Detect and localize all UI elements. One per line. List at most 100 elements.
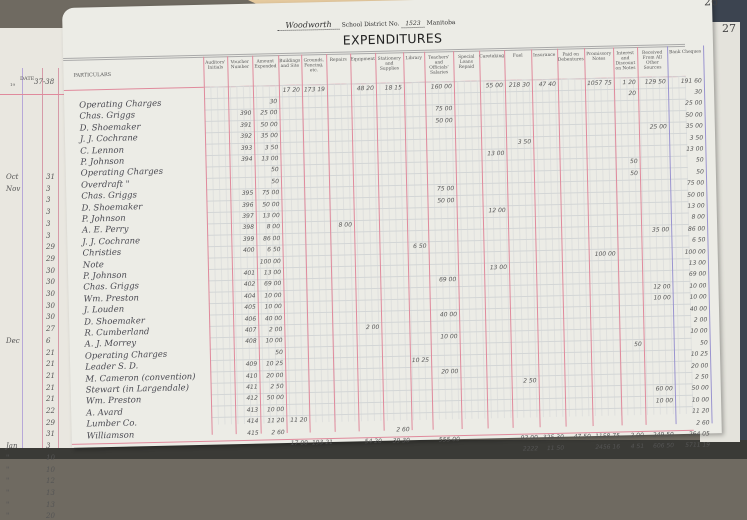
date-month: "	[6, 488, 10, 497]
voucher-cell: 390	[239, 110, 252, 118]
teachers-cell: 10 00	[440, 333, 458, 341]
particulars: Operating Charges	[84, 349, 168, 362]
bank-cell: 50 00	[691, 384, 709, 393]
column-header: Library	[405, 55, 423, 62]
stationery-cell: 39 30	[392, 437, 410, 445]
received-cell: 10 00	[653, 294, 671, 302]
column-header: Received From All Other Sources	[641, 50, 663, 71]
date-day: 21	[46, 360, 55, 369]
bank-cell: 2 60	[696, 419, 710, 427]
bank-cell: 40 00	[689, 305, 708, 313]
date-day: 10	[46, 465, 55, 474]
date-month: Dec	[6, 336, 20, 345]
date-day: 30	[46, 313, 55, 322]
interest-cell: 2 00	[630, 431, 644, 440]
amount-cell: 50	[271, 166, 279, 174]
column-header: Paid on Debentures	[557, 52, 584, 63]
bank-cell: 10 00	[689, 293, 707, 302]
received-cell: 60 00	[655, 385, 673, 394]
date-day: 12	[46, 477, 55, 486]
teachers-cell: 75 00	[436, 185, 455, 193]
bank-cell: 100 00	[684, 248, 706, 256]
voucher-cell: 401	[243, 269, 256, 277]
column-header: Special Loans Repaid	[458, 54, 475, 71]
voucher-cell: 408	[245, 338, 257, 346]
bank-cell: 86 00	[687, 225, 706, 233]
voucher-cell: 415	[247, 429, 259, 437]
column-header: Promissory Notes	[586, 51, 612, 62]
district-label: School District No.	[341, 20, 400, 29]
date-day: 21	[46, 348, 55, 357]
amount-cell: 3 50	[264, 143, 279, 152]
particulars: Operating Charges	[80, 167, 164, 180]
amount-cell: 50 00	[266, 394, 284, 402]
particulars: Wm. Preston	[85, 395, 142, 407]
date-day: 31	[46, 430, 55, 439]
received-cell: 35 00	[651, 226, 670, 234]
bank-cell: 50	[695, 156, 704, 165]
page-title: EXPENDITURES	[342, 30, 443, 48]
bank-cell: 8 00	[691, 213, 705, 222]
table-row: P. Johnson 401 13 00 13 00 13 00	[62, 0, 712, 281]
particulars: P. Johnson	[82, 270, 128, 282]
bank-cell: 13 00	[688, 259, 707, 267]
particulars: Note	[82, 259, 104, 271]
date-day: 20	[46, 512, 55, 520]
bank-cell: 13 00	[687, 202, 705, 210]
date-day: 3	[46, 231, 51, 240]
equipment-cell: 2 00	[365, 323, 380, 332]
grounds-cell: 193 21	[311, 438, 334, 447]
amount-cell: 2 50	[270, 383, 284, 391]
amount-cell: 10 00	[264, 303, 282, 311]
particulars: A. Avard	[86, 407, 124, 419]
fuel-cell: 3 50	[517, 137, 532, 146]
insurance-cell: 325 30	[542, 433, 564, 442]
bank-cell: 10 00	[689, 282, 707, 290]
bank-cell: 30	[694, 88, 703, 96]
voucher-cell: 397	[242, 212, 254, 220]
date-day: 3	[46, 442, 51, 451]
particulars: C. Lennon	[80, 145, 125, 157]
amount-cell: 8 00	[266, 223, 281, 231]
particulars: Wm. Preston	[83, 293, 140, 305]
teachers-cell: 20 00	[441, 367, 459, 376]
date-day: 3	[46, 196, 51, 205]
table-row: C. Lennon 393 3 50 3 50 3 50	[62, 0, 712, 156]
interest-cell: 50	[630, 169, 638, 177]
insurance-cell: 47 40	[538, 80, 556, 89]
table-row: A. E. Perry 398 8 00 8 00 8 00	[62, 0, 712, 236]
date-day: 21	[46, 371, 55, 380]
bank-cell: 50 00	[687, 191, 705, 199]
teachers-cell: 50 00	[437, 196, 455, 205]
column-header: Teachers' and Officials' Salaries	[428, 55, 450, 76]
column-header: Auditors' Initials	[205, 60, 226, 71]
bank-cell: 69 00	[688, 270, 707, 279]
district-line: Woodworth School District No. 1523 Manit…	[277, 17, 456, 32]
bank-cell: 264 05	[688, 430, 710, 438]
column-header: Amount Expended	[254, 59, 277, 70]
amount-cell: 50	[275, 348, 283, 357]
particulars: Operating Charges	[79, 98, 162, 111]
table-row: D. Shoemaker 391 50 00 50 00 50 00	[62, 0, 712, 133]
teachers-cell: 555 00	[438, 436, 460, 444]
date-day: 6	[46, 336, 51, 345]
voucher-cell: 405	[244, 303, 256, 312]
particulars: A. E. Perry	[81, 224, 129, 236]
table-row: Stewart (in Largendale) 411 2 50 2 50 2 50	[62, 0, 712, 395]
promissory-cell: 1057 75	[586, 79, 612, 88]
date-day: 29	[46, 254, 55, 263]
caretaking-cell: 13 00	[489, 263, 508, 272]
promissory-cell: 100 00	[594, 250, 616, 258]
stationery-cell: 18 15	[384, 84, 402, 92]
caretaking-cell: 13 00	[487, 150, 505, 158]
interest-cell: 50	[629, 158, 638, 166]
date-day: 30	[46, 266, 55, 275]
particulars: Chas. Griggs	[81, 190, 138, 202]
date-day: 21	[46, 383, 55, 392]
particulars: D. Shoemaker	[79, 122, 141, 134]
particulars: Williamson	[86, 430, 135, 442]
voucher-cell: 410	[245, 372, 258, 380]
particulars: R. Cumberland	[84, 327, 150, 339]
amount-cell: 86 00	[263, 234, 281, 243]
insurance-cell: 11 50	[546, 444, 565, 453]
